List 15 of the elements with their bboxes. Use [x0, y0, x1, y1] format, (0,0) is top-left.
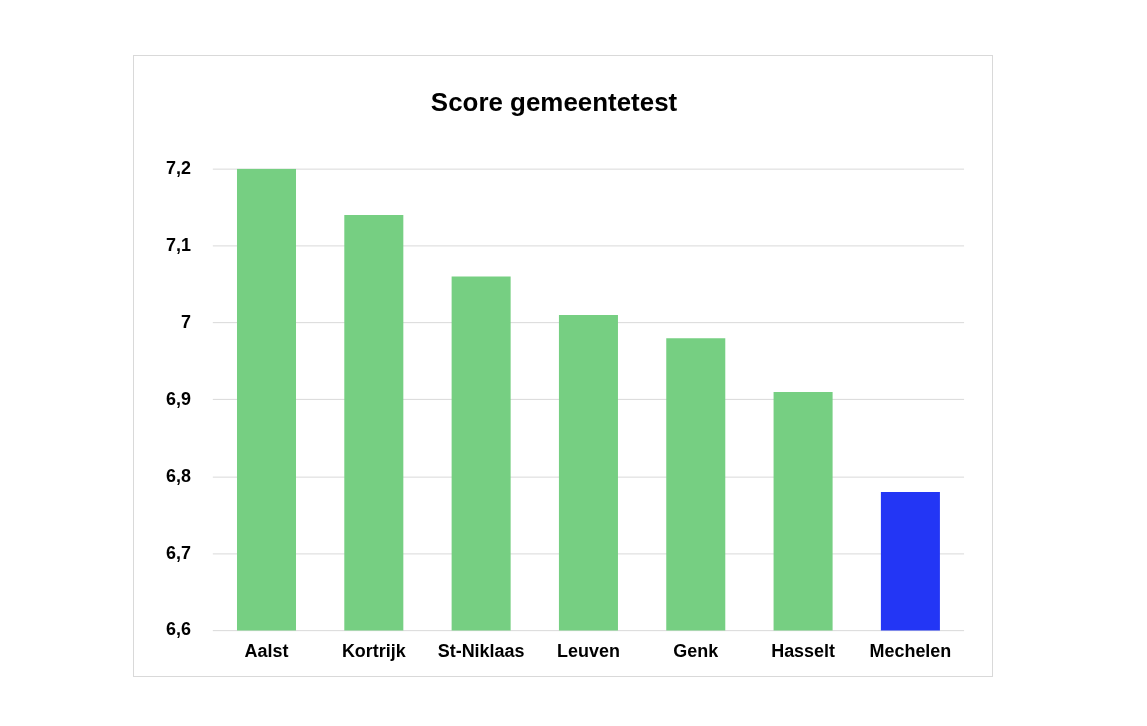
y-tick-label: 7,2	[165, 157, 191, 178]
y-tick-label: 6,7	[165, 542, 191, 563]
chart-title: Score gemeentetest	[430, 87, 678, 116]
x-tick-label: Genk	[673, 641, 719, 662]
y-tick-label: 6,6	[165, 619, 191, 640]
y-tick-label: 7,1	[165, 234, 191, 255]
y-tick-label: 7	[180, 311, 191, 332]
x-tick-label: Aalst	[244, 641, 289, 662]
y-tick-label: 6,8	[165, 465, 191, 486]
x-tick-label: Mechelen	[869, 641, 952, 662]
x-tick-label: Kortrijk	[341, 641, 406, 662]
y-tick-label: 6,9	[165, 388, 191, 409]
x-tick-label: Leuven	[557, 641, 620, 662]
x-tick-label: Hasselt	[771, 641, 836, 662]
x-tick-label: St-Niklaas	[437, 641, 525, 662]
